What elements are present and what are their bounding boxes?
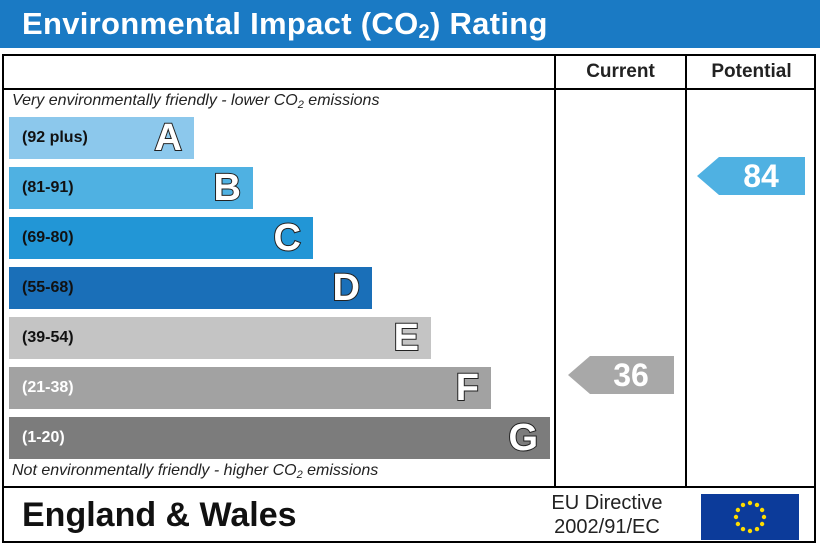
eu-star: [754, 502, 760, 508]
eu-star: [761, 514, 767, 520]
band-g: (1-20) G: [9, 416, 550, 460]
potential-divider: [685, 54, 687, 488]
eu-star: [759, 521, 765, 527]
eu-star: [759, 507, 765, 513]
title-text: Environmental Impact (CO: [22, 6, 419, 41]
potential-column-header: Potential: [711, 61, 792, 82]
title-subscript: 2: [418, 21, 430, 43]
current-column-header: Current: [586, 61, 655, 82]
eu-directive-label: EU Directive 2002/91/EC: [522, 491, 692, 539]
bottom-note-text: Not environmentally friendly - higher CO: [12, 462, 297, 479]
band-d: (55-68) D: [9, 266, 372, 310]
eu-star: [735, 507, 741, 513]
band-a-letter: A: [154, 116, 183, 160]
band-e-range: (39-54): [22, 329, 74, 346]
band-f: (21-38) F: [9, 366, 491, 410]
band-a-range: (92 plus): [22, 129, 88, 146]
bottom-note: Not environmentally friendly - higher CO…: [12, 462, 378, 481]
band-a: (92 plus) A: [9, 116, 194, 160]
bottom-note-text-end: emissions: [302, 462, 379, 479]
current-rating-arrow: 36: [568, 356, 674, 394]
top-note: Very environmentally friendly - lower CO…: [12, 92, 379, 111]
band-f-letter: F: [455, 366, 480, 410]
band-c-range: (69-80): [22, 229, 74, 246]
region-label: England & Wales: [22, 496, 297, 534]
title-text-end: ) Rating: [429, 6, 548, 41]
eu-star: [740, 526, 746, 532]
band-d-letter: D: [332, 266, 361, 310]
eu-star: [747, 500, 753, 506]
potential-rating-value: 84: [743, 158, 779, 194]
top-note-subscript: 2: [297, 99, 304, 111]
bottom-note-subscript: 2: [296, 469, 303, 481]
band-b-range: (81-91): [22, 179, 74, 196]
band-e: (39-54) E: [9, 316, 431, 360]
footer-divider: [2, 486, 816, 488]
eu-flag-icon: [701, 494, 799, 540]
current-rating-value: 36: [613, 357, 649, 393]
eu-star: [754, 526, 760, 532]
header-divider: [2, 88, 816, 90]
band-b: (81-91) B: [9, 166, 253, 210]
band-d-range: (55-68): [22, 279, 74, 296]
top-note-text: Very environmentally friendly - lower CO: [12, 92, 298, 109]
band-e-letter: E: [393, 316, 420, 360]
chart-frame: [2, 54, 816, 543]
chart-title: Environmental Impact (CO2) Rating: [0, 0, 820, 48]
band-c-letter: C: [273, 216, 302, 260]
band-c: (69-80) C: [9, 216, 313, 260]
eu-star: [740, 502, 746, 508]
eu-directive-line1: EU Directive: [551, 492, 663, 514]
eu-star: [733, 514, 739, 520]
band-g-range: (1-20): [22, 429, 65, 446]
band-b-letter: B: [213, 166, 242, 210]
potential-rating-arrow: 84: [697, 157, 805, 195]
eu-flag-svg: [733, 500, 767, 534]
band-f-range: (21-38): [22, 379, 74, 396]
eu-star: [747, 528, 753, 534]
top-note-text-end: emissions: [303, 92, 380, 109]
band-g-letter: G: [507, 416, 539, 460]
eu-directive-line2: 2002/91/EC: [554, 516, 660, 538]
current-divider: [554, 54, 556, 488]
eu-star: [735, 521, 741, 527]
